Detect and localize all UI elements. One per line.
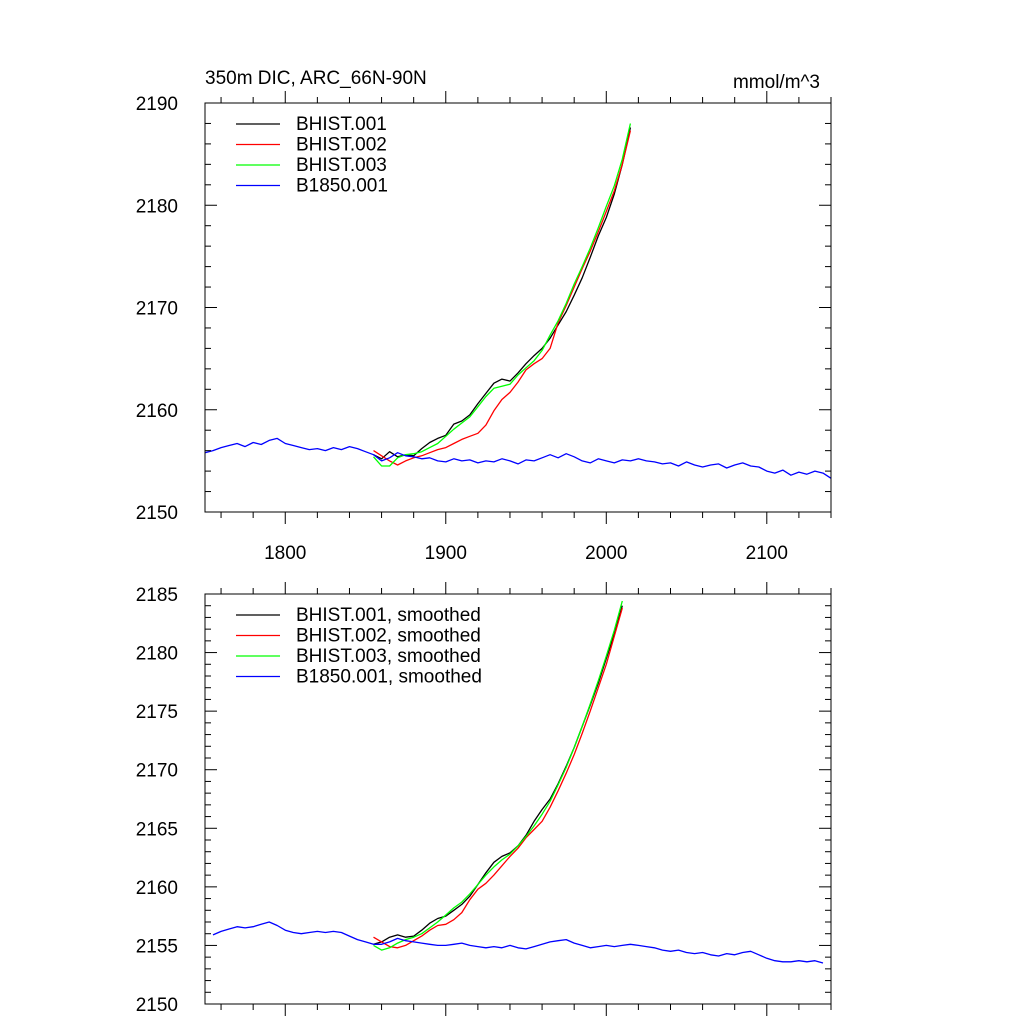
- y-tick-label: 2170: [136, 299, 178, 320]
- y-tick-label: 2160: [136, 878, 178, 899]
- legend-label-b1850-001: B1850.001: [296, 176, 388, 197]
- y-tick-label: 2160: [136, 401, 178, 422]
- y-tick-label: 2155: [136, 936, 178, 957]
- y-tick-label: 2180: [136, 196, 178, 217]
- y-tick-label: 2180: [136, 644, 178, 665]
- legend-label-bhist-001: BHIST.001: [296, 114, 387, 135]
- units-label: mmol/m^3: [733, 72, 820, 93]
- legend-label-bhist-001-smoothed: BHIST.001, smoothed: [296, 605, 481, 626]
- series-line-bhist-003: [373, 123, 632, 467]
- x-tick-label: 1800: [264, 543, 306, 564]
- series-line-b1850-001-smoothed: [212, 921, 824, 964]
- y-tick-label: 2170: [136, 761, 178, 782]
- chart-title: 350m DIC, ARC_66N-90N: [205, 68, 427, 89]
- legend-label-b1850-001-smoothed: B1850.001, smoothed: [296, 667, 482, 688]
- legend-label-bhist-003-smoothed: BHIST.003, smoothed: [296, 646, 481, 667]
- y-tick-label: 2185: [136, 585, 178, 606]
- y-tick-label: 2190: [136, 94, 178, 115]
- series-line-bhist-001: [373, 127, 632, 460]
- lower-panel: 2150 2155 2160 2165 2170 2175 2180 2185 BHIST.00…: [136, 582, 832, 1016]
- series-line-bhist-002: [373, 130, 632, 466]
- x-tick-label: 2100: [746, 543, 788, 564]
- series-line-bhist-002-smoothed: [373, 607, 623, 949]
- series-lines: [205, 123, 831, 479]
- legend-label-bhist-002: BHIST.002: [296, 135, 387, 156]
- y-tick-label: 2150: [136, 503, 178, 524]
- series-line-b1850-001: [205, 437, 831, 479]
- plot-frame: [204, 593, 832, 1005]
- legend-label-bhist-002-smoothed: BHIST.002, smoothed: [296, 626, 481, 647]
- series-line-bhist-003-smoothed: [373, 600, 623, 951]
- legend-label-bhist-003: BHIST.003: [296, 155, 387, 176]
- y-tick-label: 2150: [136, 995, 178, 1016]
- upper-panel: 2150 2160 2170 2180 2190 1800 1900 2000 2100 350m…: [136, 68, 832, 564]
- x-tick-label: 1900: [425, 543, 467, 564]
- series-lines: [212, 600, 824, 964]
- y-tick-label: 2175: [136, 702, 178, 723]
- x-tick-label: 2000: [585, 543, 627, 564]
- y-tick-label: 2165: [136, 819, 178, 840]
